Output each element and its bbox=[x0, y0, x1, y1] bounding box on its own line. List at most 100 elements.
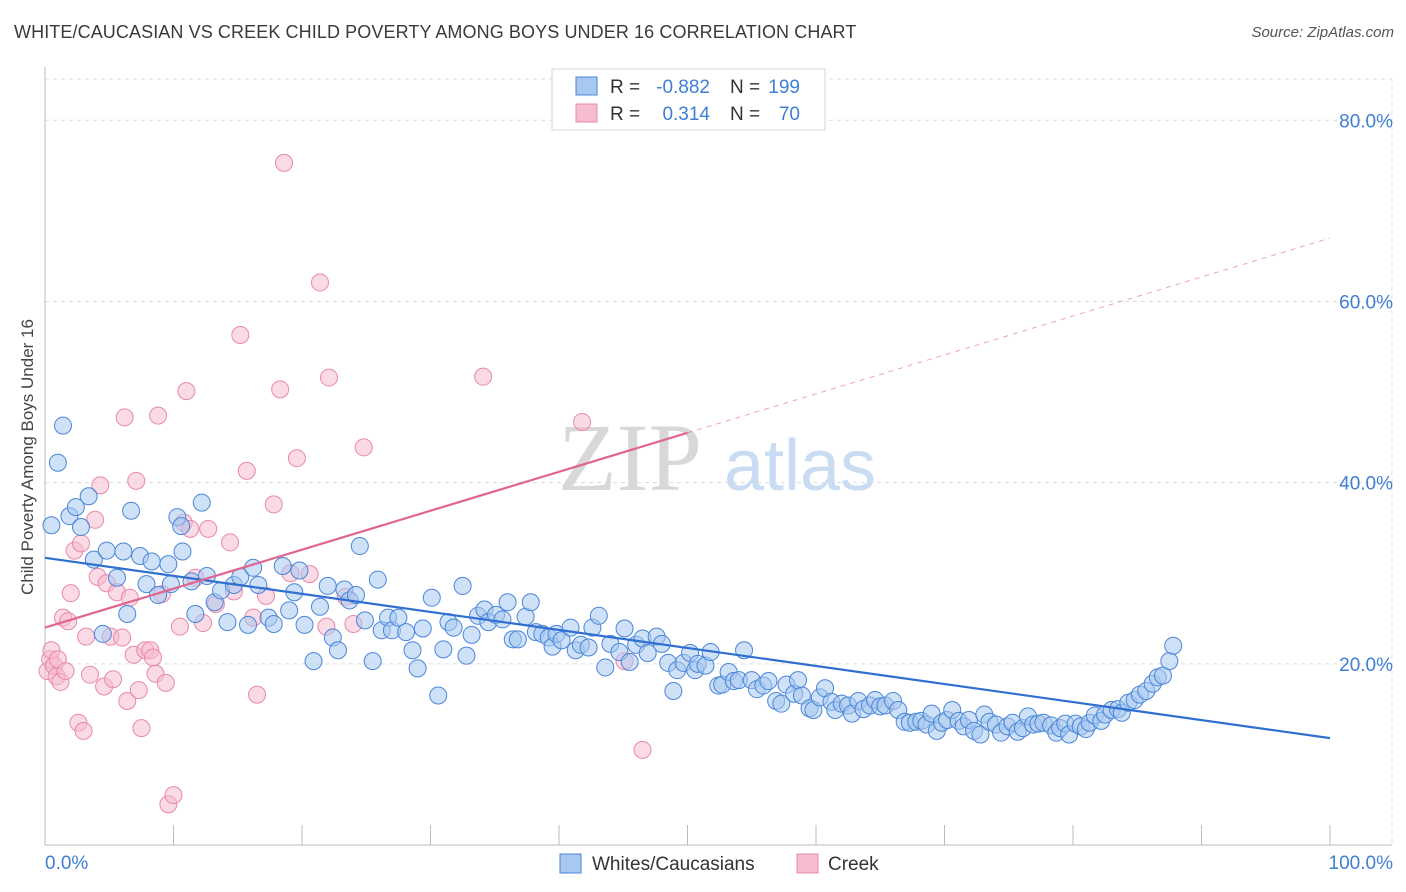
whites-point bbox=[579, 638, 598, 657]
y-tick-label: 40.0% bbox=[1339, 474, 1393, 495]
creek-point bbox=[132, 719, 151, 738]
whites-point bbox=[53, 416, 72, 435]
whites-points bbox=[42, 416, 1183, 744]
creek-point bbox=[231, 325, 250, 344]
x-tick-label: 100.0% bbox=[1329, 853, 1394, 874]
creek-point bbox=[143, 648, 162, 667]
creek-point bbox=[164, 786, 183, 805]
whites-point bbox=[355, 611, 374, 630]
creek-trend-extension bbox=[687, 237, 1331, 434]
whites-point bbox=[789, 671, 808, 690]
whites-point bbox=[638, 643, 657, 662]
creek-point bbox=[354, 438, 373, 457]
whites-point bbox=[346, 585, 365, 604]
creek-point bbox=[118, 691, 137, 710]
creek-point bbox=[248, 685, 267, 704]
whites-point bbox=[159, 555, 178, 574]
creek-point bbox=[115, 408, 134, 427]
whites-point bbox=[434, 640, 453, 659]
y-tick-label: 20.0% bbox=[1339, 655, 1393, 676]
creek-point bbox=[80, 665, 99, 684]
whites-point bbox=[114, 542, 133, 561]
whites-point bbox=[1160, 652, 1179, 671]
trend-lines bbox=[44, 237, 1331, 740]
whites-point bbox=[368, 570, 387, 589]
whites-trend-line bbox=[44, 556, 1331, 740]
legend-r-value-1: -0.882 bbox=[656, 77, 710, 98]
creek-trend-line bbox=[44, 431, 688, 629]
whites-point bbox=[264, 614, 283, 633]
whites-point bbox=[137, 575, 156, 594]
creek-point bbox=[310, 273, 329, 292]
whites-point bbox=[413, 619, 432, 638]
whites-point bbox=[328, 641, 347, 660]
legend-r-value-2: 0.314 bbox=[662, 104, 710, 125]
bottom-legend-swatch-blue bbox=[559, 853, 582, 874]
whites-point bbox=[192, 493, 211, 512]
whites-point bbox=[122, 501, 141, 520]
whites-point bbox=[290, 561, 309, 580]
legend-n-value-1: 199 bbox=[768, 77, 800, 98]
series-legend: Whites/Caucasians Creek bbox=[559, 853, 879, 875]
whites-point bbox=[273, 556, 292, 575]
chart-title: WHITE/CAUCASIAN VS CREEK CHILD POVERTY A… bbox=[14, 22, 857, 42]
creek-point bbox=[319, 368, 338, 387]
creek-point bbox=[573, 412, 592, 431]
y-tick-label: 60.0% bbox=[1339, 292, 1393, 313]
creek-point bbox=[177, 382, 196, 401]
whites-point bbox=[239, 615, 258, 634]
whites-point bbox=[142, 552, 161, 571]
whites-point bbox=[971, 725, 990, 744]
whites-point bbox=[444, 618, 463, 637]
whites-point bbox=[408, 659, 427, 678]
whites-point bbox=[403, 641, 422, 660]
whites-point bbox=[48, 453, 67, 472]
watermark-atlas: atlas bbox=[724, 426, 876, 506]
creek-point bbox=[86, 510, 105, 529]
whites-point bbox=[508, 630, 527, 649]
creek-point bbox=[149, 406, 168, 425]
whites-point bbox=[493, 610, 512, 629]
whites-point bbox=[107, 568, 126, 587]
creek-point bbox=[474, 367, 493, 386]
whites-point bbox=[71, 518, 90, 537]
whites-point bbox=[218, 613, 237, 632]
stats-legend: R = -0.882 N = 199 R = 0.314 N = 70 bbox=[551, 68, 826, 131]
whites-point bbox=[620, 653, 639, 672]
whites-point bbox=[772, 694, 791, 713]
whites-point bbox=[79, 487, 98, 506]
creek-point bbox=[113, 628, 132, 647]
y-tick-label: 80.0% bbox=[1339, 111, 1393, 132]
creek-point bbox=[156, 673, 175, 692]
creek-point bbox=[221, 533, 240, 552]
whites-point bbox=[304, 652, 323, 671]
whites-point bbox=[664, 682, 683, 700]
whites-point bbox=[422, 588, 441, 607]
axes bbox=[44, 67, 1392, 846]
legend-swatch-pink bbox=[575, 103, 598, 123]
whites-point bbox=[93, 624, 112, 643]
creek-point bbox=[61, 584, 80, 603]
whites-point bbox=[249, 576, 268, 595]
whites-point bbox=[186, 605, 205, 623]
whites-point bbox=[462, 625, 481, 644]
whites-point bbox=[66, 498, 85, 517]
creek-point bbox=[56, 662, 75, 681]
creek-point bbox=[271, 380, 290, 399]
whites-point bbox=[363, 652, 382, 671]
creek-point bbox=[275, 153, 294, 172]
whites-point bbox=[589, 606, 608, 625]
legend-r-label-1: R = bbox=[610, 77, 640, 98]
creek-point bbox=[237, 461, 256, 480]
creek-point bbox=[71, 534, 90, 553]
whites-point bbox=[498, 593, 517, 612]
creek-point bbox=[199, 519, 218, 538]
whites-point bbox=[173, 542, 192, 561]
whites-point bbox=[350, 537, 369, 556]
whites-point bbox=[310, 597, 329, 616]
legend-swatch-blue bbox=[575, 76, 598, 96]
whites-point bbox=[552, 631, 571, 650]
bottom-legend-swatch-pink bbox=[796, 853, 819, 874]
whites-point bbox=[521, 593, 540, 612]
whites-point bbox=[389, 608, 408, 627]
